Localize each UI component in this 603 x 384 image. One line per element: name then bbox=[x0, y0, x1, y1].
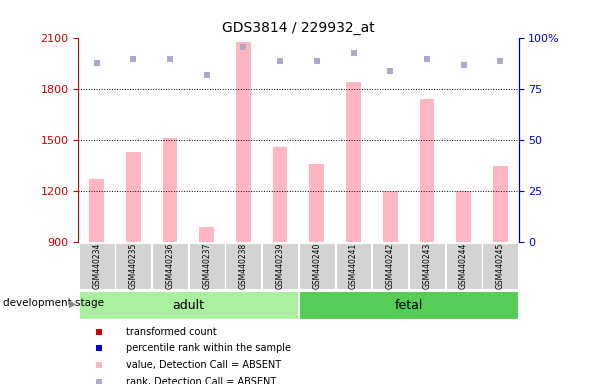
Bar bbox=[236, 42, 251, 242]
Bar bbox=[126, 152, 140, 242]
Text: GSM440237: GSM440237 bbox=[202, 243, 211, 289]
Bar bbox=[346, 83, 361, 242]
Text: development stage: development stage bbox=[3, 298, 104, 308]
Bar bbox=[262, 243, 298, 289]
Text: GSM440236: GSM440236 bbox=[166, 243, 175, 289]
Bar bbox=[152, 243, 188, 289]
Bar bbox=[493, 166, 508, 242]
Text: GSM440239: GSM440239 bbox=[276, 243, 285, 289]
Bar bbox=[163, 139, 177, 242]
Bar bbox=[200, 227, 214, 242]
Bar bbox=[226, 243, 262, 289]
Bar bbox=[79, 243, 115, 289]
Text: percentile rank within the sample: percentile rank within the sample bbox=[125, 343, 291, 353]
Bar bbox=[115, 243, 151, 289]
Text: GSM440235: GSM440235 bbox=[129, 243, 138, 289]
Bar bbox=[89, 179, 104, 242]
Text: GSM440234: GSM440234 bbox=[92, 243, 101, 289]
Text: GSM440238: GSM440238 bbox=[239, 243, 248, 289]
Bar bbox=[335, 243, 371, 289]
Bar bbox=[372, 243, 408, 289]
Bar bbox=[189, 243, 225, 289]
Text: rank, Detection Call = ABSENT: rank, Detection Call = ABSENT bbox=[125, 377, 276, 384]
Bar bbox=[299, 291, 518, 319]
Text: GSM440241: GSM440241 bbox=[349, 243, 358, 289]
Text: adult: adult bbox=[172, 299, 204, 312]
Bar bbox=[273, 147, 288, 242]
Text: GSM440243: GSM440243 bbox=[422, 243, 431, 289]
Bar bbox=[299, 243, 335, 289]
Title: GDS3814 / 229932_at: GDS3814 / 229932_at bbox=[222, 21, 375, 35]
Bar bbox=[309, 164, 324, 242]
Bar bbox=[383, 191, 397, 242]
Bar bbox=[482, 243, 518, 289]
Text: GSM440244: GSM440244 bbox=[459, 243, 468, 289]
Text: fetal: fetal bbox=[394, 299, 423, 312]
Text: GSM440240: GSM440240 bbox=[312, 243, 321, 289]
Text: ▶: ▶ bbox=[69, 298, 77, 308]
Text: GSM440245: GSM440245 bbox=[496, 243, 505, 289]
Text: GSM440242: GSM440242 bbox=[386, 243, 395, 289]
Text: value, Detection Call = ABSENT: value, Detection Call = ABSENT bbox=[125, 360, 281, 370]
Bar bbox=[79, 291, 298, 319]
Bar bbox=[446, 243, 482, 289]
Bar bbox=[409, 243, 445, 289]
Text: transformed count: transformed count bbox=[125, 327, 216, 337]
Bar bbox=[456, 191, 471, 242]
Bar bbox=[420, 99, 434, 242]
